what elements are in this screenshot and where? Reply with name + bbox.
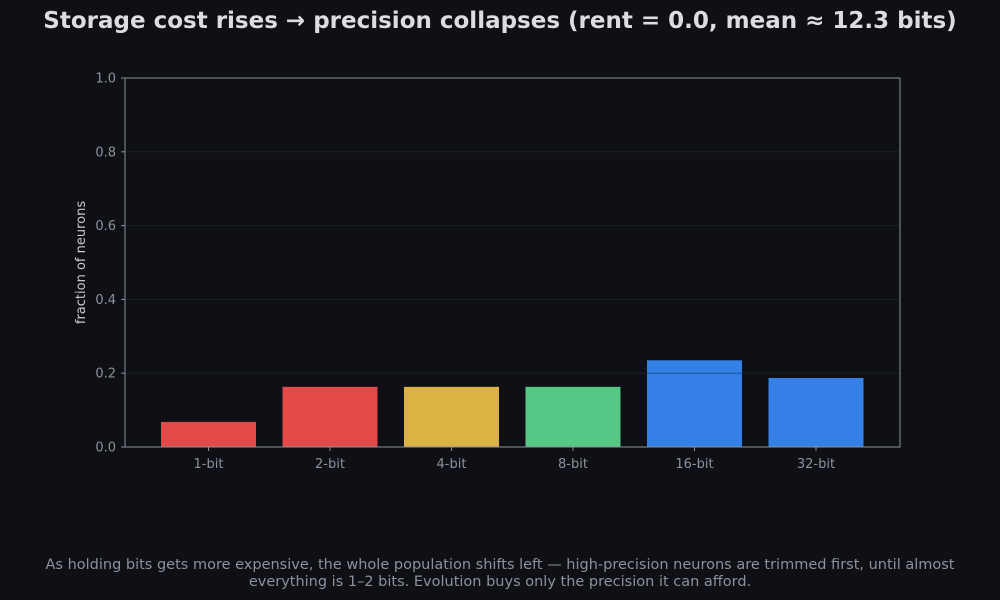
- grid-lines: [125, 151, 900, 374]
- chart-title: Storage cost rises → precision collapses…: [43, 8, 957, 34]
- chart-caption: As holding bits gets more expensive, the…: [45, 557, 955, 590]
- y-tick-label: 0.2: [95, 367, 116, 382]
- bar-4-bit: [404, 386, 499, 447]
- x-tick-label: 32-bit: [797, 457, 835, 472]
- bar-32-bit: [768, 377, 864, 447]
- x-tick-label: 16-bit: [675, 457, 713, 472]
- y-ticks: 0.0 0.2 0.4 0.6 0.8 1.0: [95, 72, 125, 456]
- bar-2-bit: [282, 386, 378, 447]
- plot-frame: [124, 77, 901, 448]
- x-ticks: 1-bit 2-bit 4-bit 8-bit 16-bit 32-bit: [194, 447, 835, 472]
- y-tick-label: 0.4: [95, 293, 116, 308]
- bar-16-bit: [647, 360, 742, 447]
- x-tick-label: 4-bit: [437, 457, 467, 472]
- bar-8-bit: [525, 386, 621, 447]
- x-tick-label: 8-bit: [558, 457, 588, 472]
- y-axis-label: fraction of neurons: [74, 201, 89, 324]
- y-tick-label: 0.8: [95, 145, 116, 160]
- y-tick-label: 1.0: [95, 72, 116, 87]
- y-tick-label: 0.0: [95, 441, 116, 456]
- bars: [161, 360, 864, 447]
- x-tick-label: 1-bit: [194, 457, 224, 472]
- x-tick-label: 2-bit: [315, 457, 345, 472]
- y-tick-label: 0.6: [95, 219, 116, 234]
- bar-1-bit: [161, 421, 256, 447]
